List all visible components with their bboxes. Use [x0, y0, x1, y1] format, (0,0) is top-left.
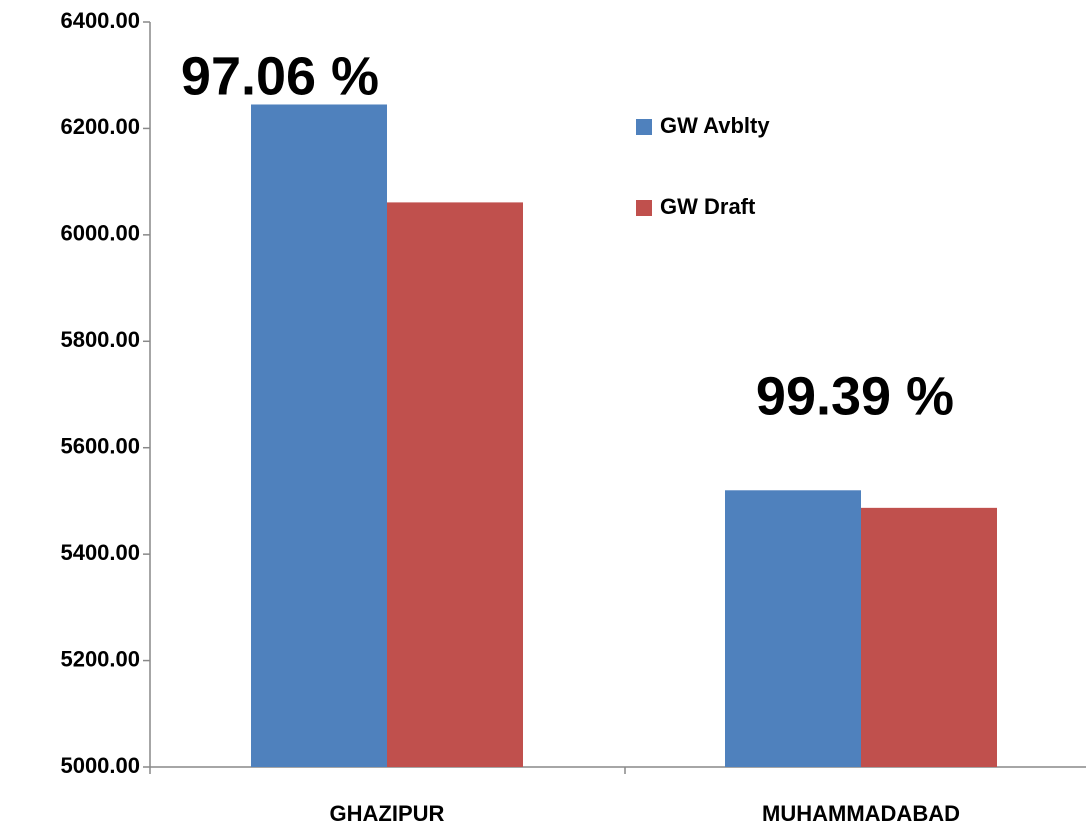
y-tick-label: 5000.00: [60, 753, 140, 778]
legend-swatch: [636, 119, 652, 135]
x-tick-label: MUHAMMADABAD: [762, 801, 960, 826]
y-tick-label: 5600.00: [60, 434, 140, 459]
x-tick-label: GHAZIPUR: [330, 801, 445, 826]
bar: [251, 104, 387, 768]
y-tick-label: 6400.00: [60, 8, 140, 33]
y-tick-label: 6200.00: [60, 114, 140, 139]
y-tick-label: 5400.00: [60, 540, 140, 565]
bar: [725, 490, 861, 767]
legend-label: GW Avblty: [660, 113, 770, 138]
bar: [387, 202, 523, 767]
legend-label: GW Draft: [660, 194, 756, 219]
y-tick-label: 5800.00: [60, 327, 140, 352]
legend-swatch: [636, 200, 652, 216]
annotation: 97.06 %: [181, 46, 379, 106]
bar: [861, 507, 997, 767]
y-tick-label: 6000.00: [60, 221, 140, 246]
y-tick-label: 5200.00: [60, 646, 140, 671]
annotation: 99.39 %: [756, 366, 954, 426]
